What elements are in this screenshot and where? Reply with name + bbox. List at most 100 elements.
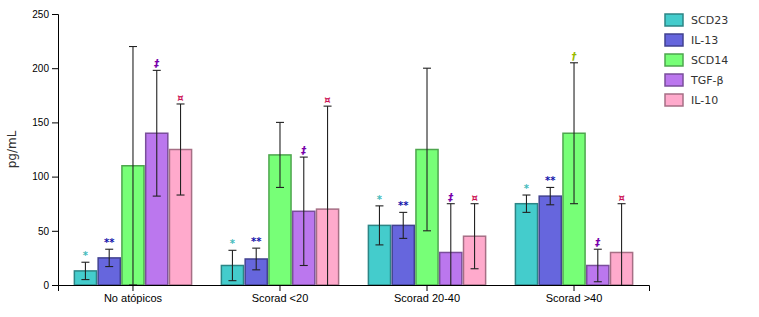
y-tick-label: 50 xyxy=(38,226,50,237)
error-bar-cap xyxy=(594,281,602,282)
x-tick-label: Scorad >40 xyxy=(546,292,603,304)
error-bar-cap xyxy=(105,249,113,250)
error-bar-cap xyxy=(129,284,137,285)
legend-swatch xyxy=(665,54,683,66)
y-tick: 150 xyxy=(32,117,58,128)
annotation: * xyxy=(377,194,383,205)
error-bar xyxy=(177,104,185,195)
x-tick-mark xyxy=(427,285,428,291)
error-bar-stem xyxy=(180,104,181,195)
legend-label: IL-10 xyxy=(691,94,718,107)
error-bar xyxy=(324,106,332,285)
annotation: ** xyxy=(251,236,262,247)
legend-label: SCD23 xyxy=(691,14,728,27)
error-bar-cap xyxy=(81,279,89,280)
error-bar xyxy=(252,248,260,270)
y-tick-mark xyxy=(52,285,58,286)
error-bar xyxy=(375,206,383,245)
error-bar-cap xyxy=(399,238,407,239)
error-bar-cap xyxy=(546,204,554,205)
y-tick-mark xyxy=(52,68,58,69)
error-bar-cap xyxy=(252,269,260,270)
error-bar-stem xyxy=(109,249,110,266)
error-bar-cap xyxy=(129,46,137,47)
annotation: ** xyxy=(104,237,115,248)
error-bar-stem xyxy=(327,106,328,285)
error-bar-stem xyxy=(85,262,86,279)
y-tick-label: 100 xyxy=(32,171,49,182)
error-bar-stem xyxy=(450,204,451,285)
error-bar-stem xyxy=(550,187,551,204)
y-tick-mark xyxy=(52,122,58,123)
annotation: † xyxy=(572,51,578,62)
error-bar xyxy=(471,204,479,269)
bar xyxy=(539,196,561,285)
annotation: ¤ xyxy=(618,192,625,203)
legend-label: SCD14 xyxy=(691,54,728,67)
error-bar-stem xyxy=(279,122,280,187)
error-bar xyxy=(228,250,236,280)
x-tick-mark xyxy=(132,285,133,291)
series xyxy=(146,70,609,285)
y-tick-label: 200 xyxy=(32,63,49,74)
error-bar xyxy=(105,249,113,266)
annotation: ‡ xyxy=(300,145,307,156)
x-tick-mark xyxy=(279,285,280,291)
x-axis-line xyxy=(59,286,650,292)
annotations: ***‡¤***‡¤***‡¤***†‡¤ xyxy=(83,51,626,261)
annotation: ‡ xyxy=(447,192,454,203)
x-tick-mark xyxy=(574,285,575,291)
error-bar-cap xyxy=(522,194,530,195)
error-bar-cap xyxy=(81,262,89,263)
error-bar-stem xyxy=(474,204,475,269)
y-tick-mark xyxy=(52,14,58,15)
x-tick: Scorad >40 xyxy=(546,285,603,304)
error-bar-cap xyxy=(276,187,284,188)
error-bar xyxy=(129,47,137,285)
chart: 050100150200250No atópicosScorad <20Scor… xyxy=(0,0,759,317)
error-bar xyxy=(399,212,407,238)
error-bar xyxy=(300,157,308,265)
error-bar-stem xyxy=(132,47,133,285)
error-bar-cap xyxy=(300,265,308,266)
annotation: ¤ xyxy=(177,92,184,103)
error-bar xyxy=(594,249,602,282)
bar xyxy=(515,204,537,285)
annotation: ‡ xyxy=(153,58,160,69)
y-tick-mark xyxy=(52,231,58,232)
error-bar-cap xyxy=(252,248,260,249)
error-bar-cap xyxy=(423,230,431,231)
series xyxy=(122,47,585,285)
error-bar-stem xyxy=(621,204,622,285)
error-bar-cap xyxy=(471,203,479,204)
error-bar-cap xyxy=(399,212,407,213)
x-axis: No atópicosScorad <20Scorad 20-40Scorad … xyxy=(59,285,650,304)
error-bar xyxy=(276,122,284,187)
error-bar-stem xyxy=(232,250,233,280)
error-bar-stem xyxy=(156,70,157,196)
legend-label: IL-13 xyxy=(691,34,718,47)
legend-item: IL-13 xyxy=(665,34,718,47)
error-bar-stem xyxy=(303,157,304,265)
y-tick: 200 xyxy=(32,63,58,74)
x-tick-label: Scorad <20 xyxy=(252,292,309,304)
error-bar xyxy=(153,70,161,196)
error-bar-stem xyxy=(597,249,598,282)
plot: 050100150200250No atópicosScorad <20Scor… xyxy=(32,9,649,312)
y-tick: 100 xyxy=(32,171,58,182)
error-bar-stem xyxy=(426,68,427,231)
y-axis-title: pg/mL xyxy=(5,130,19,168)
x-tick: Scorad 20-40 xyxy=(394,285,460,304)
annotation: * xyxy=(524,183,530,194)
y-tick-mark xyxy=(52,177,58,178)
y-axis-line xyxy=(52,15,59,286)
x-tick-label: Scorad 20-40 xyxy=(394,292,460,304)
annotation: ** xyxy=(545,175,556,186)
error-bar-cap xyxy=(228,250,236,251)
x-tick: Scorad <20 xyxy=(252,285,309,304)
legend-swatch xyxy=(665,34,683,46)
error-bar-stem xyxy=(379,206,380,245)
error-bar-stem xyxy=(256,248,257,270)
y-tick-label: 150 xyxy=(32,117,49,128)
error-bar-cap xyxy=(375,205,383,206)
